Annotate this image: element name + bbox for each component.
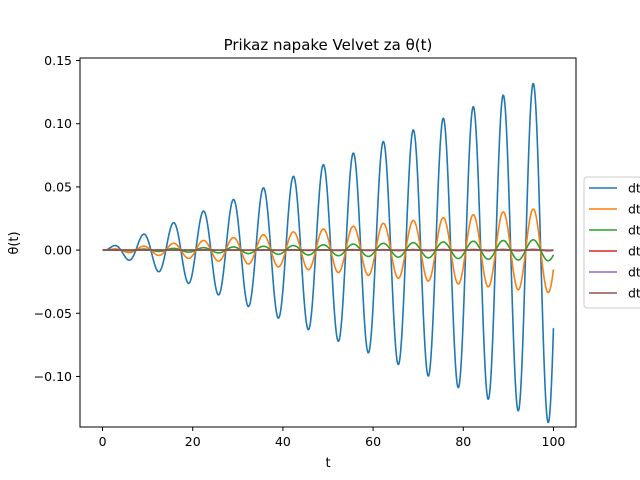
legend-label-2: dt [628, 202, 640, 217]
y-tick-label: −0.05 [34, 306, 72, 321]
x-axis-ticks: 0 20 40 60 80 100 [99, 427, 566, 449]
legend-label-4: dt [628, 244, 640, 259]
x-tick-label: 20 [185, 434, 201, 449]
plot-frame [79, 57, 577, 428]
series-line-3 [102, 239, 555, 262]
y-tick-label: 0.00 [44, 243, 72, 258]
x-tick-label: 80 [455, 434, 471, 449]
legend-label-6: dt [628, 286, 640, 301]
series-line-1 [102, 82, 555, 424]
y-tick-label: 0.15 [44, 53, 72, 68]
x-tick-label: 40 [275, 434, 291, 449]
x-tick-label: 60 [365, 434, 381, 449]
series-layer [102, 82, 555, 424]
legend-label-3: dt [628, 223, 640, 238]
y-tick-label: 0.10 [44, 116, 72, 131]
legend: dt dt dt dt dt dt [583, 176, 640, 309]
x-tick-label: 0 [99, 434, 107, 449]
x-axis-label: t [325, 456, 330, 471]
series-line-2 [102, 208, 555, 294]
x-tick-label: 100 [542, 434, 566, 449]
y-axis-label: θ(t) [7, 231, 22, 254]
plot-area [79, 57, 577, 428]
legend-label-5: dt [628, 265, 640, 280]
y-tick-label: −0.10 [34, 369, 72, 384]
chart-title: Prikaz napake Velvet za θ(t) [224, 36, 433, 54]
y-tick-label: 0.05 [44, 179, 72, 194]
legend-label-1: dt [628, 181, 640, 196]
y-axis-ticks: −0.10 −0.05 0.00 0.05 0.10 0.15 [34, 53, 80, 384]
